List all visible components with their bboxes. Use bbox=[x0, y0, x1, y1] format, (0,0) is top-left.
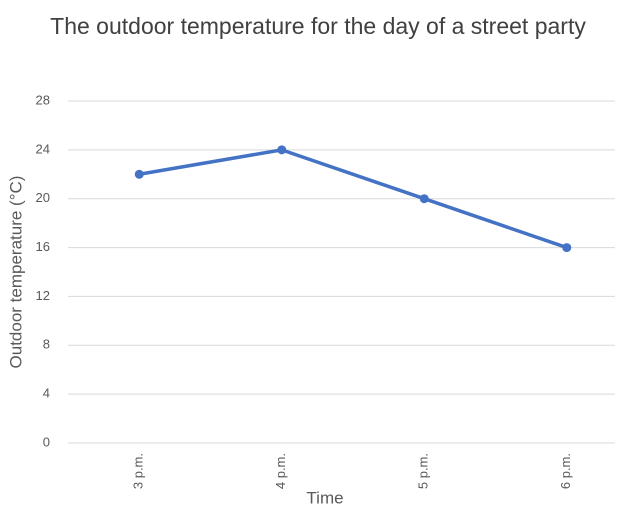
point bbox=[562, 243, 572, 253]
y-tick-label: 8 bbox=[43, 337, 50, 352]
y-tick-label: 20 bbox=[36, 190, 50, 205]
y-axis-label: Outdoor temperature (°C) bbox=[6, 176, 25, 369]
x-tick-label: 3 p.m. bbox=[131, 453, 146, 489]
line bbox=[138, 148, 568, 250]
y-tick-label: 0 bbox=[43, 434, 50, 449]
y-tick-label: 4 bbox=[43, 386, 50, 401]
chart-title: The outdoor temperature for the day of a… bbox=[50, 13, 586, 39]
x-tick-label: 5 p.m. bbox=[416, 453, 431, 489]
x-tick-label: 4 p.m. bbox=[273, 453, 288, 489]
point bbox=[277, 145, 287, 155]
y-tick-label: 24 bbox=[36, 141, 50, 156]
x-axis-label: Time bbox=[306, 488, 343, 506]
y-tick-label: 28 bbox=[36, 92, 50, 107]
point bbox=[419, 194, 429, 204]
y-tick-label: 16 bbox=[36, 239, 50, 254]
y-tick-label: 12 bbox=[36, 288, 50, 303]
x-tick-label: 6 p.m. bbox=[558, 453, 573, 489]
point bbox=[134, 169, 144, 179]
